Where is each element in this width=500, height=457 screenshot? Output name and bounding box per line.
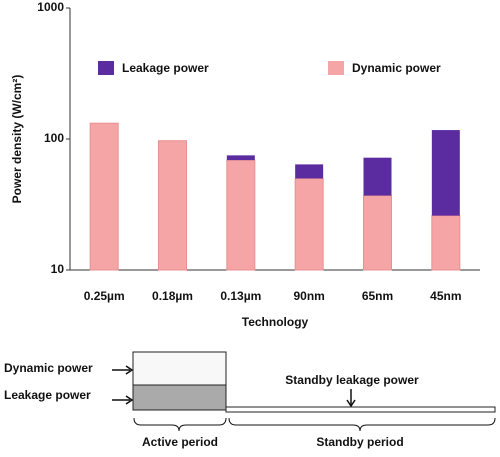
bar-segment (431, 215, 461, 271)
y-axis-label: Power density (W/cm²) (10, 75, 24, 204)
bar-segment (226, 155, 255, 161)
x-tick-label: 90nm (293, 289, 324, 303)
y-tick-label: 10 (51, 262, 65, 276)
dynamic-label: Dynamic power (4, 361, 93, 375)
arrow-head (346, 399, 356, 408)
legend-label: Dynamic power (352, 61, 441, 75)
bar-segment (89, 122, 119, 271)
y-tick-label: 100 (44, 131, 64, 145)
bar-segment (226, 159, 256, 271)
y-tick-label: 1000 (37, 0, 64, 14)
legend-label: Leakage power (122, 61, 209, 75)
x-tick-label: 45nm (430, 289, 461, 303)
x-tick-label: 0.18µm (152, 289, 193, 303)
leakage-block (132, 384, 227, 411)
standby-block (225, 406, 496, 413)
bar-segment (158, 140, 187, 271)
bar-segment (294, 177, 324, 271)
bar-segment (431, 130, 460, 216)
x-tick-label: 65nm (362, 289, 393, 303)
arrow-head (125, 365, 134, 375)
x-axis-label: Technology (242, 315, 309, 329)
bar-segment (363, 157, 392, 196)
x-tick-label: 0.13µm (220, 289, 261, 303)
standby-period-label: Standby period (316, 435, 403, 449)
arrow-head (125, 395, 134, 405)
leakage-label: Leakage power (4, 388, 91, 402)
dynamic-block (132, 351, 227, 386)
bar-segment (295, 164, 324, 179)
diagram: Dynamic power Leakage power Standby leak… (4, 351, 496, 449)
bar-segment (363, 195, 392, 271)
legend-swatch (328, 61, 344, 75)
legend-swatch (98, 61, 114, 75)
active-period-label: Active period (142, 435, 218, 449)
standby-leakage-label: Standby leakage power (285, 373, 419, 387)
x-tick-label: 0.25µm (84, 289, 125, 303)
brace (133, 417, 227, 432)
brace (228, 417, 496, 432)
